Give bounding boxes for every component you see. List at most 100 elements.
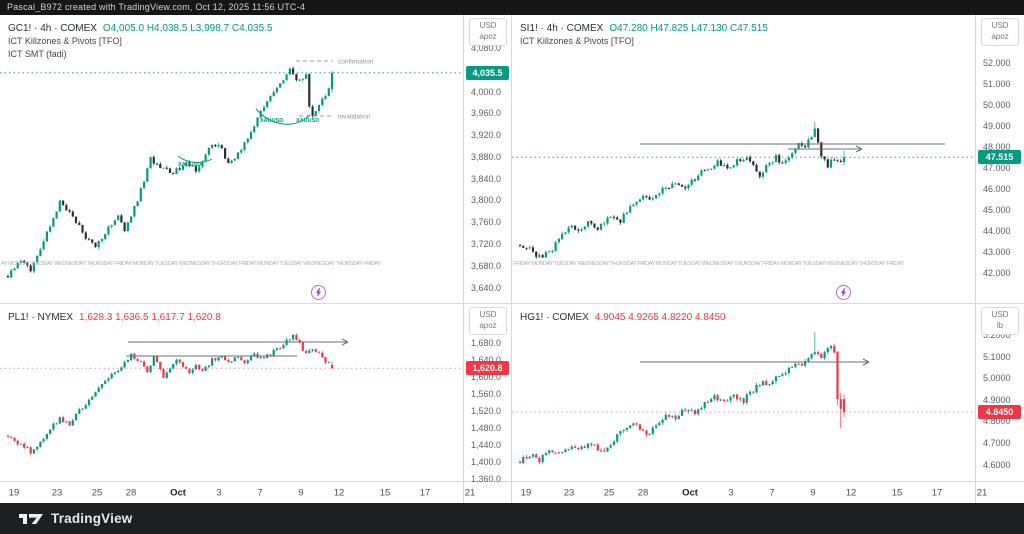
bolt-glyph bbox=[315, 288, 322, 297]
symbol-title[interactable]: GC1! · 4h · COMEX bbox=[8, 23, 97, 34]
legend-row-symbol[interactable]: SI1! · 4h · COMEX O47.280 H47.825 L47.130… bbox=[520, 20, 768, 35]
time-label: 3 bbox=[216, 487, 222, 498]
snapshot-attribution-bar: Pascal_B972 created with TradingView.com… bbox=[0, 0, 1024, 15]
measure-label: lb bbox=[996, 320, 1004, 330]
panel-divider-vertical[interactable] bbox=[511, 15, 512, 503]
legend-row-symbol[interactable]: PL1! · NYMEX 1,628.3 1,636.5 1,617.7 1,62… bbox=[8, 309, 221, 324]
currency-label: USD bbox=[991, 21, 1009, 30]
price-tick: 4.6000 bbox=[983, 459, 1011, 470]
lightning-icon[interactable] bbox=[836, 285, 851, 300]
brand-name[interactable]: TradingView bbox=[51, 511, 133, 526]
price-tick: 1,560.0 bbox=[471, 388, 502, 399]
last-price-badge: 4,035.5 bbox=[466, 65, 509, 80]
lightning-icon[interactable] bbox=[311, 285, 326, 300]
time-axis-left[interactable]: 19 23 25 28 Oct 3 7 9 12 15 17 21 bbox=[0, 481, 512, 503]
ohlc-values: 1,628.3 1,636.5 1,617.7 1,620.8 bbox=[79, 312, 221, 323]
legend-row-indicator[interactable]: ICT Killzones & Pivots [TFO] bbox=[520, 36, 634, 46]
footer-bar: TradingView bbox=[0, 503, 1024, 534]
price-tick: 44.000 bbox=[983, 225, 1011, 236]
price-tick: 3,960.0 bbox=[471, 108, 502, 119]
legend-row-symbol[interactable]: HG1! · COMEX 4.9045 4.9265 4.8220 4.8450 bbox=[520, 309, 726, 324]
killzone-day-strip: AY MONDAY TUESDAY WEDNESDAY THURSDAY FRI… bbox=[1, 261, 381, 267]
price-tick: 5.2000 bbox=[983, 329, 1011, 340]
legend-pl1: PL1! · NYMEX 1,628.3 1,636.5 1,617.7 1,62… bbox=[8, 309, 221, 324]
legend-si1: SI1! · 4h · COMEX O47.280 H47.825 L47.130… bbox=[520, 20, 768, 48]
price-tick: 1,440.0 bbox=[471, 439, 502, 450]
arrow-right-icon bbox=[855, 145, 863, 153]
smt-divergence-curve[interactable] bbox=[177, 155, 213, 163]
time-axis-right[interactable]: 19 23 25 28 Oct 3 7 9 12 15 17 21 bbox=[512, 481, 1024, 503]
price-tick: 3,800.0 bbox=[471, 195, 502, 206]
symbol-title[interactable]: SI1! · 4h · COMEX bbox=[520, 23, 604, 34]
time-label: 25 bbox=[91, 487, 103, 498]
time-label: 15 bbox=[891, 487, 903, 498]
price-tick: 3,640.0 bbox=[471, 282, 502, 293]
price-tick: 51.000 bbox=[983, 78, 1011, 89]
price-tick: 43.000 bbox=[983, 246, 1011, 257]
measure-label: apoz bbox=[479, 31, 497, 41]
candlestick-plot-hg1[interactable] bbox=[512, 304, 975, 481]
chart-panel-gc1[interactable]: confirmation invalidation XAUUSD XAUUSD XAUU… bbox=[0, 15, 511, 303]
price-tick: 3,760.0 bbox=[471, 217, 502, 228]
panel-divider-horizontal[interactable] bbox=[0, 303, 1024, 304]
legend-row-symbol[interactable]: GC1! · 4h · COMEX O4,005.0 H4,038.5 L3,99… bbox=[8, 20, 272, 35]
price-axis-si1[interactable]: 52.000 51.000 50.000 49.000 48.000 47.000 46.0… bbox=[975, 15, 1023, 303]
price-tick: 42.000 bbox=[983, 267, 1011, 278]
price-tick: 1,520.0 bbox=[471, 405, 502, 416]
candlestick-plot-si1[interactable] bbox=[512, 15, 975, 303]
chart-panel-pl1[interactable]: PL1! · NYMEX 1,628.3 1,636.5 1,617.7 1,62… bbox=[0, 304, 511, 484]
price-axis-pl1[interactable]: 1,680.0 1,640.0 1,600.0 1,560.0 1,520.0 1,480… bbox=[463, 304, 511, 484]
axis-unit-label: USD apoz bbox=[469, 18, 507, 46]
axis-separator bbox=[975, 482, 976, 503]
time-label: 7 bbox=[769, 487, 775, 498]
price-tick: 49.000 bbox=[983, 120, 1011, 131]
axis-unit-label: USD lb bbox=[981, 307, 1019, 335]
legend-gc1: GC1! · 4h · COMEX O4,005.0 H4,038.5 L3,99… bbox=[8, 20, 272, 61]
smt-symbol-label: XAUUSD bbox=[178, 162, 201, 168]
price-tick: 3,680.0 bbox=[471, 260, 502, 271]
time-label: 23 bbox=[563, 487, 575, 498]
price-tick: 4,000.0 bbox=[471, 86, 502, 97]
price-tick: 50.000 bbox=[983, 99, 1011, 110]
price-axis-hg1[interactable]: 5.2000 5.1000 5.0000 4.9000 4.8000 4.7000 4.60… bbox=[975, 304, 1023, 481]
axis-unit-label: USD apoz bbox=[981, 18, 1019, 46]
smt-symbol-label: XAUUSD bbox=[260, 118, 283, 124]
price-tick: 3,840.0 bbox=[471, 173, 502, 184]
time-label: 25 bbox=[603, 487, 615, 498]
smt-level-label: confirmation bbox=[338, 59, 374, 66]
currency-label: USD bbox=[991, 310, 1009, 319]
ohlc-values: O4,005.0 H4,038.5 L3,998.7 C4,035.5 bbox=[102, 23, 273, 34]
currency-label: USD bbox=[479, 21, 497, 30]
price-tick: 5.0000 bbox=[983, 373, 1011, 384]
chart-panel-hg1[interactable]: HG1! · COMEX 4.9045 4.9265 4.8220 4.8450 5… bbox=[512, 304, 1023, 481]
time-label: Oct bbox=[682, 487, 698, 498]
price-tick: 1,360.0 bbox=[471, 473, 502, 484]
smt-divergence-curve[interactable] bbox=[255, 108, 311, 125]
candles bbox=[6, 66, 334, 279]
price-tick: 45.000 bbox=[983, 204, 1011, 215]
price-axis-gc1[interactable]: 4,080.0 4,000.0 3,960.0 3,920.0 3,880.0 3,840… bbox=[463, 15, 511, 303]
measure-label: apoz bbox=[479, 320, 497, 330]
tradingview-logo-icon[interactable] bbox=[18, 511, 44, 527]
price-tick: 3,880.0 bbox=[471, 151, 502, 162]
candlestick-plot-gc1[interactable]: confirmation invalidation XAUUSD XAUUSD XAUU… bbox=[0, 15, 463, 303]
price-tick: 48.000 bbox=[983, 141, 1011, 152]
ohlc-values: 4.9045 4.9265 4.8220 4.8450 bbox=[594, 312, 726, 323]
symbol-title[interactable]: PL1! · NYMEX bbox=[8, 312, 74, 323]
candles bbox=[518, 121, 846, 259]
smt-level-label: invalidation bbox=[338, 114, 371, 121]
currency-label: USD bbox=[479, 310, 497, 319]
last-price-badge: 4.8450 bbox=[978, 405, 1021, 420]
time-label: 12 bbox=[845, 487, 857, 498]
price-tick: 4.9000 bbox=[983, 394, 1011, 405]
legend-row-indicator[interactable]: ICT Killzones & Pivots [TFO] bbox=[8, 36, 122, 46]
price-tick: 47.000 bbox=[983, 162, 1011, 173]
time-label: 3 bbox=[728, 487, 734, 498]
measure-label: apoz bbox=[991, 31, 1009, 41]
legend-row-indicator[interactable]: ICT SMT (fadi) bbox=[8, 49, 67, 59]
symbol-title[interactable]: HG1! · COMEX bbox=[520, 312, 589, 323]
candlestick-plot-pl1[interactable] bbox=[0, 304, 463, 481]
chart-panel-si1[interactable]: FRIDAY MONDAY TUESDAY WEDNESDAY THURSDAY… bbox=[512, 15, 1023, 303]
last-price-badge: 1,620.8 bbox=[466, 361, 509, 376]
price-tick: 4.8000 bbox=[983, 416, 1011, 427]
